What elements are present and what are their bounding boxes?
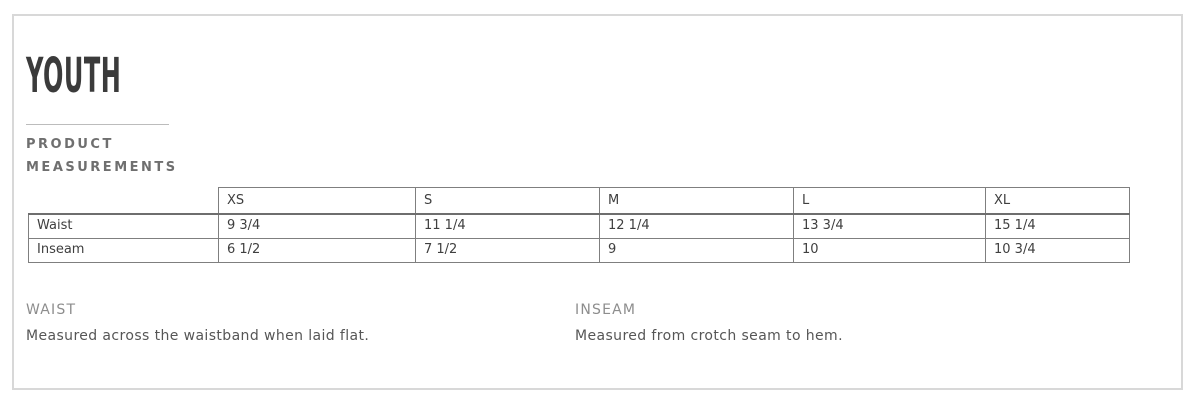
- definition-term: INSEAM: [575, 302, 637, 318]
- product-measurements-label: PRODUCT MEASUREMENTS: [26, 137, 178, 175]
- measurement-value: 10 3/4: [985, 238, 1130, 263]
- definition-description: Measured from crotch seam to hem.: [575, 328, 843, 344]
- measurements-table-container: XS S M L XL Waist 9 3/4 11 1/4 12 1/4 13…: [28, 187, 1130, 263]
- corner-cell: [29, 188, 219, 215]
- measurement-value: 15 1/4: [985, 213, 1130, 239]
- measurement-value: 9 3/4: [218, 213, 416, 239]
- size-guide-title: YOUTH: [26, 52, 217, 100]
- size-column-header-xs: XS: [218, 187, 416, 215]
- measurement-row-label: Inseam: [28, 238, 219, 263]
- size-header-row: XS S M L XL: [29, 187, 1130, 215]
- table-row-inseam: Inseam 6 1/2 7 1/2 9 10 10 3/4: [28, 238, 1130, 263]
- definition-inseam: INSEAM Measured from crotch seam to hem.: [575, 302, 1124, 345]
- measurements-table: XS S M L XL Waist 9 3/4 11 1/4 12 1/4 13…: [28, 187, 1130, 263]
- measurement-definitions: WAIST Measured across the waistband when…: [26, 302, 1171, 345]
- size-guide-title-text: YOUTH: [26, 48, 122, 104]
- measurement-value: 12 1/4: [599, 213, 794, 239]
- definition-term: WAIST: [26, 302, 77, 318]
- size-column-header-xl: XL: [985, 187, 1130, 215]
- measurement-value: 10: [793, 238, 986, 263]
- definition-description: Measured across the waistband when laid …: [26, 328, 370, 344]
- size-guide-panel: YOUTH PRODUCT MEASUREMENTS XS S M L: [12, 14, 1183, 390]
- measurement-value: 9: [599, 238, 794, 263]
- definition-waist: WAIST Measured across the waistband when…: [26, 302, 575, 345]
- measurement-value: 6 1/2: [218, 238, 416, 263]
- measurement-row-label: Waist: [28, 213, 219, 239]
- size-column-header-m: M: [599, 187, 794, 215]
- measurement-value: 11 1/4: [415, 213, 600, 239]
- measurement-value: 7 1/2: [415, 238, 600, 263]
- size-column-header-s: S: [415, 187, 600, 215]
- size-column-header-l: L: [793, 187, 986, 215]
- measurement-value: 13 3/4: [793, 213, 986, 239]
- table-row-waist: Waist 9 3/4 11 1/4 12 1/4 13 3/4 15 1/4: [28, 213, 1130, 239]
- title-divider: [26, 124, 169, 125]
